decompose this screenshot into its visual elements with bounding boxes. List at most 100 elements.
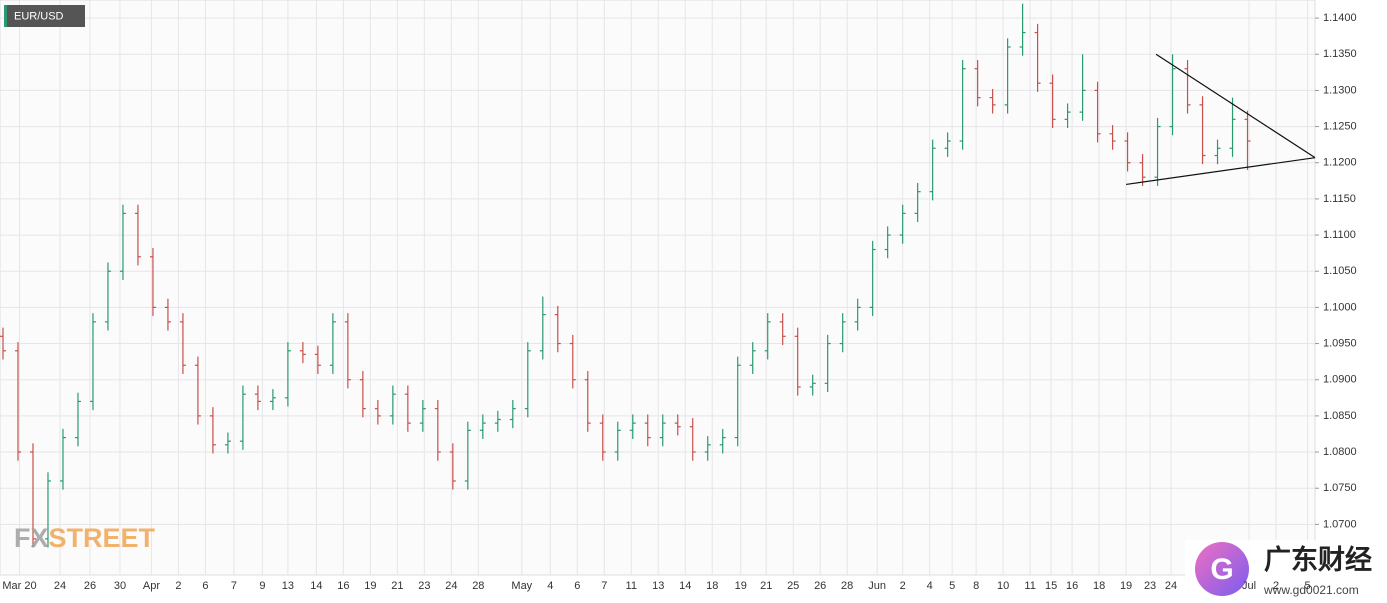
ohlc-bar — [914, 182, 921, 223]
x-tick-label: 13 — [652, 580, 664, 592]
site-url: www.gd0021.com — [1263, 583, 1359, 597]
ohlc-bar — [659, 414, 666, 447]
x-tick-label: 23 — [1144, 580, 1156, 592]
ohlc-bar — [1109, 125, 1116, 150]
ohlc-bar — [1244, 110, 1251, 170]
ohlc-bar — [74, 392, 81, 447]
ohlc-bar — [794, 327, 801, 396]
x-tick-label: 18 — [706, 580, 718, 592]
ohlc-bar — [119, 204, 126, 280]
ohlc-bar — [1124, 132, 1131, 172]
ohlc-bar — [779, 313, 786, 345]
ohlc-bar — [959, 60, 966, 150]
ohlc-bar — [1094, 81, 1101, 143]
ohlc-bar — [1169, 54, 1176, 136]
x-tick-label: 18 — [1093, 580, 1105, 592]
y-tick-label: 1.1400 — [1323, 12, 1357, 24]
y-tick-label: 1.0900 — [1323, 374, 1357, 386]
ohlc-bar — [449, 443, 456, 490]
ohlc-bar — [14, 342, 21, 461]
plot-area — [0, 0, 1316, 576]
ohlc-bar — [1004, 38, 1011, 114]
ohlc-bar — [254, 385, 261, 411]
ohlc-bar — [974, 60, 981, 107]
ohlc-bar — [1199, 96, 1206, 165]
ohlc-bar — [1019, 3, 1026, 56]
ohlc-bar — [584, 371, 591, 432]
ohlc-bar — [1064, 103, 1071, 129]
x-tick-label: 14 — [310, 580, 322, 592]
ohlc-bar — [599, 414, 606, 461]
ohlc-bar — [1184, 60, 1191, 114]
y-tick-label: 1.1000 — [1323, 301, 1357, 313]
y-tick-label: 1.1200 — [1323, 157, 1357, 169]
ohlc-bar — [1214, 139, 1221, 165]
x-tick-label: 10 — [997, 580, 1009, 592]
ohlc-bar — [494, 410, 501, 432]
y-tick-label: 1.1100 — [1323, 229, 1356, 241]
x-tick-label: 2 — [175, 580, 181, 592]
y-tick-label: 1.1250 — [1323, 120, 1357, 132]
title-badge — [4, 5, 85, 27]
y-tick-label: 1.1350 — [1323, 48, 1357, 60]
watermark-brand: FXSTREET — [14, 523, 156, 553]
x-tick-label: 19 — [1120, 580, 1132, 592]
ohlc-bar — [554, 305, 561, 353]
ohlc-bar — [344, 313, 351, 389]
ohlc-bar — [29, 443, 36, 548]
ohlc-bar — [479, 414, 486, 440]
ohlc-bar — [824, 334, 831, 393]
logo-glyph: G — [1210, 553, 1233, 586]
x-tick-label: 24 — [54, 580, 66, 592]
ohlc-bar — [104, 262, 111, 331]
ohlc-bar — [59, 428, 66, 490]
x-tick-label: 30 — [114, 580, 126, 592]
x-tick-label: 21 — [391, 580, 403, 592]
x-tick-label: Jul — [1242, 580, 1256, 592]
x-tick-label: 4 — [547, 580, 553, 592]
y-tick-label: 1.0850 — [1323, 410, 1357, 422]
ohlc-bar — [194, 356, 201, 425]
x-tick-label: 11 — [626, 580, 637, 592]
ohlc-bar — [44, 472, 51, 548]
x-tick-label: 9 — [259, 580, 265, 592]
ohlc-bar — [0, 327, 6, 360]
ohlc-bar — [149, 248, 156, 317]
ohlc-bar — [374, 399, 381, 425]
ohlc-bar — [134, 204, 141, 266]
ohlc-bar — [689, 418, 696, 461]
ohlc-bar — [464, 421, 471, 490]
ohlc-bar — [929, 139, 936, 201]
ohlc-bar — [1049, 74, 1056, 129]
ohlc-bar — [854, 298, 861, 331]
ohlc-bar — [719, 428, 726, 454]
x-tick-label: 19 — [364, 580, 376, 592]
x-tick-label: 23 — [418, 580, 430, 592]
x-tick-label: 24 — [445, 580, 457, 592]
ohlc-bar — [674, 414, 681, 436]
y-tick-label: 1.1150 — [1323, 193, 1356, 205]
ohlc-bar — [179, 313, 186, 374]
y-tick-label: 1.1050 — [1323, 265, 1357, 277]
x-tick-label: 19 — [735, 580, 747, 592]
ohlc-bar — [509, 399, 516, 429]
x-tick-label: 4 — [927, 580, 933, 592]
x-tick-label: 2 — [900, 580, 906, 592]
x-tick-label: Jun — [868, 580, 886, 592]
ohlc-bar — [1139, 154, 1146, 186]
ohlc-bar — [944, 132, 951, 157]
ohlc-bar — [269, 389, 276, 411]
site-name: 广东财经 — [1264, 544, 1372, 575]
chart-title: EUR/USD — [14, 10, 64, 22]
x-tick-label: 28 — [472, 580, 484, 592]
y-tick-label: 1.0750 — [1323, 482, 1357, 494]
trendline — [1125, 157, 1316, 186]
ohlc-bar — [434, 399, 441, 461]
ohlc-bar — [734, 356, 741, 447]
x-tick-label: 26 — [814, 580, 826, 592]
ohlc-bar — [644, 414, 651, 447]
x-tick-label: 2 — [1273, 580, 1279, 592]
x-tick-label: 28 — [841, 580, 853, 592]
ohlc-bar — [989, 88, 996, 114]
